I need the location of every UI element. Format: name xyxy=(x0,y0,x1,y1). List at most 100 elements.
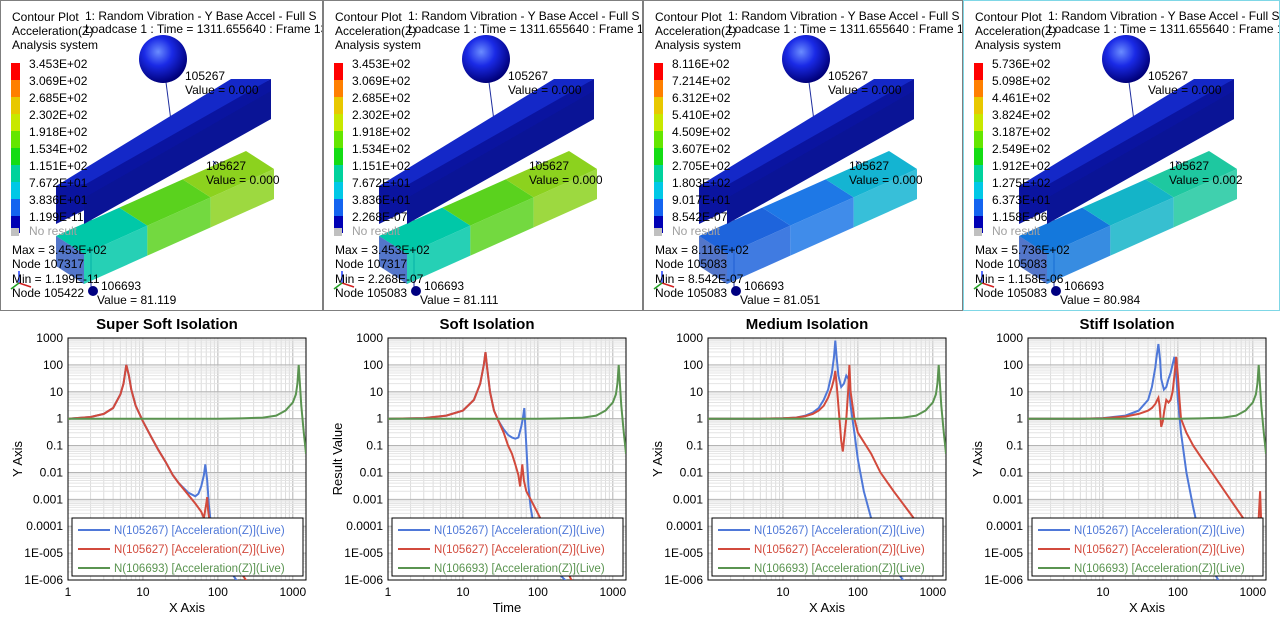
y-axis-label: Y Axis xyxy=(970,441,985,477)
plot-frame xyxy=(387,337,627,581)
legend-value: 3.069E+02 xyxy=(29,74,88,88)
chart-legend: N(105267) [Acceleration(Z)](Live) N(10562… xyxy=(391,517,624,577)
series-line-3 xyxy=(1028,364,1266,454)
model-view[interactable] xyxy=(644,1,963,311)
x-tick-label: 10 xyxy=(456,585,470,599)
legend-value: 1.918E+02 xyxy=(29,125,88,139)
y-tick-label: 0.001 xyxy=(353,492,383,506)
legend-swatch xyxy=(11,216,20,233)
legend-value: 7.672E+01 xyxy=(29,176,88,190)
chart-panel-3[interactable]: 1E-006 1E-005 0.0001 0.001 0.01 0.1 1 10 100 1000… xyxy=(640,312,960,622)
loadcase-title: 1: Random Vibration - Y Base Accel - Ful… xyxy=(85,9,317,23)
max-value: Max = 3.453E+02 xyxy=(335,243,430,257)
legend-box xyxy=(391,517,624,577)
legend-swatch xyxy=(11,148,20,165)
legend-row: 5.736E+02 xyxy=(974,57,1174,80)
legend-value: 3.187E+02 xyxy=(992,125,1051,139)
legend-swatch xyxy=(11,97,20,114)
legend-swatch xyxy=(334,165,343,182)
legend-value: 3.836E+01 xyxy=(29,193,88,207)
node-label-c: 106693 xyxy=(101,279,142,293)
legend-entry-3: N(106693) [Acceleration(Z)](Live) xyxy=(1074,563,1245,575)
node-value-c: Value = 81.051 xyxy=(740,293,821,307)
y-tick-label: 0.001 xyxy=(33,492,63,506)
legend-value: 1.275E+02 xyxy=(992,176,1051,190)
loadcase-frame: Loadcase 1 : Time = 1311.655640 : Frame … xyxy=(408,22,643,36)
model-view[interactable] xyxy=(324,1,643,311)
chart-svg[interactable]: 1E-006 1E-005 0.0001 0.001 0.01 0.1 1 10 100 1000… xyxy=(0,312,320,622)
legend-row: 5.098E+02 xyxy=(974,74,1174,97)
max-node: Node 105083 xyxy=(975,257,1048,271)
model-view[interactable] xyxy=(964,1,1280,311)
mass-sphere-icon xyxy=(782,35,830,83)
legend-entry-1: N(105267) [Acceleration(Z)](Live) xyxy=(754,525,925,537)
y-tick-label: 0.1 xyxy=(46,439,63,453)
beam-top-face xyxy=(56,79,271,186)
legend-row: 2.268E-07 xyxy=(334,210,534,233)
legend-row: 1.275E+02 xyxy=(974,176,1174,199)
legend-value: 1.534E+02 xyxy=(29,142,88,156)
block-front-face xyxy=(210,169,274,228)
chart-panel-1[interactable]: 1E-006 1E-005 0.0001 0.001 0.01 0.1 1 10 100 1000… xyxy=(0,312,320,622)
node-label-b: 105627 xyxy=(206,159,247,173)
legend-row: 1.912E+02 xyxy=(974,159,1174,182)
x-tick-label: 1 xyxy=(385,585,392,599)
no-result-label: No result xyxy=(352,224,401,238)
y-tick-label: 0.0001 xyxy=(26,519,63,533)
mass-sphere-icon xyxy=(139,35,187,83)
result-type: Acceleration(Z) xyxy=(655,24,737,38)
legend-swatch xyxy=(654,216,663,233)
model-view[interactable] xyxy=(1,1,323,311)
axis-triad-icon xyxy=(973,282,983,290)
y-tick-label: 1E-006 xyxy=(344,573,383,587)
contour-panel-2[interactable]: Contour Plot 1: Random Vibration - Y Base… xyxy=(323,0,643,311)
block-front-face xyxy=(470,197,534,256)
axis-triad-icon xyxy=(653,282,663,290)
contour-title: Contour Plot xyxy=(975,10,1042,24)
legend-value: 8.542E-07 xyxy=(672,210,728,224)
chart-panel-2[interactable]: 1E-006 1E-005 0.0001 0.001 0.01 0.1 1 10 100 1000… xyxy=(320,312,640,622)
coordinate-system: Analysis system xyxy=(975,38,1062,52)
chart-panel-4[interactable]: 1E-006 1E-005 0.0001 0.001 0.01 0.1 1 10 100 1000… xyxy=(960,312,1280,622)
chart-svg[interactable]: 1E-006 1E-005 0.0001 0.001 0.01 0.1 1 10 100 1000… xyxy=(640,312,960,622)
coordinate-system: Analysis system xyxy=(655,38,742,52)
legend-row: 1.151E+02 xyxy=(11,159,211,182)
contour-panel-4[interactable]: Contour Plot 1: Random Vibration - Y Base… xyxy=(963,0,1280,311)
y-tick-label: 10 xyxy=(690,385,704,399)
x-tick-label: 100 xyxy=(208,585,228,599)
legend-value: 3.453E+02 xyxy=(29,57,88,71)
chart-svg[interactable]: 1E-006 1E-005 0.0001 0.001 0.01 0.1 1 10 100 1000… xyxy=(960,312,1280,622)
min-node: Node 105083 xyxy=(655,286,728,300)
loadcase-title: 1: Random Vibration - Y Base Accel - Ful… xyxy=(1048,9,1280,23)
y-tick-label: 0.01 xyxy=(680,465,704,479)
x-tick-label: 100 xyxy=(528,585,548,599)
contour-panel-1[interactable]: Contour Plot 1: Random Vibration - Y Base… xyxy=(0,0,323,311)
chart-legend: N(105267) [Acceleration(Z)](Live) N(10562… xyxy=(1031,517,1264,577)
y-tick-label: 0.001 xyxy=(673,492,703,506)
legend-row: 1.534E+02 xyxy=(334,142,534,165)
node-value-b: Value = 0.002 xyxy=(1169,173,1243,187)
no-result-swatch xyxy=(974,228,982,236)
chart-title: Soft Isolation xyxy=(440,316,535,333)
legend-entry-1: N(105267) [Acceleration(Z)](Live) xyxy=(114,525,285,537)
y-tick-label: 0.1 xyxy=(366,439,383,453)
coordinate-system: Analysis system xyxy=(12,38,99,52)
series-line-3 xyxy=(388,364,626,454)
legend-row: 7.672E+01 xyxy=(334,176,534,199)
contour-title: Contour Plot xyxy=(655,10,722,24)
node-label-a: 105267 xyxy=(1148,69,1189,83)
node-label-a: 105267 xyxy=(508,69,549,83)
max-value: Max = 3.453E+02 xyxy=(12,243,107,257)
block-top-face xyxy=(505,151,597,198)
chart-svg[interactable]: 1E-006 1E-005 0.0001 0.001 0.01 0.1 1 10 100 1000… xyxy=(320,312,640,622)
legend-row: 2.685E+02 xyxy=(11,91,211,114)
chart-legend: N(105267) [Acceleration(Z)](Live) N(10562… xyxy=(71,517,304,577)
legend-value: 6.373E+01 xyxy=(992,193,1051,207)
legend-row: 2.705E+02 xyxy=(654,159,854,182)
y-tick-label: 100 xyxy=(683,358,703,372)
legend-value: 1.534E+02 xyxy=(352,142,411,156)
legend-row: 3.836E+01 xyxy=(11,193,211,216)
contour-panel-3[interactable]: Contour Plot 1: Random Vibration - Y Base… xyxy=(643,0,963,311)
block-end-face xyxy=(699,236,727,284)
legend-swatch xyxy=(11,182,20,199)
